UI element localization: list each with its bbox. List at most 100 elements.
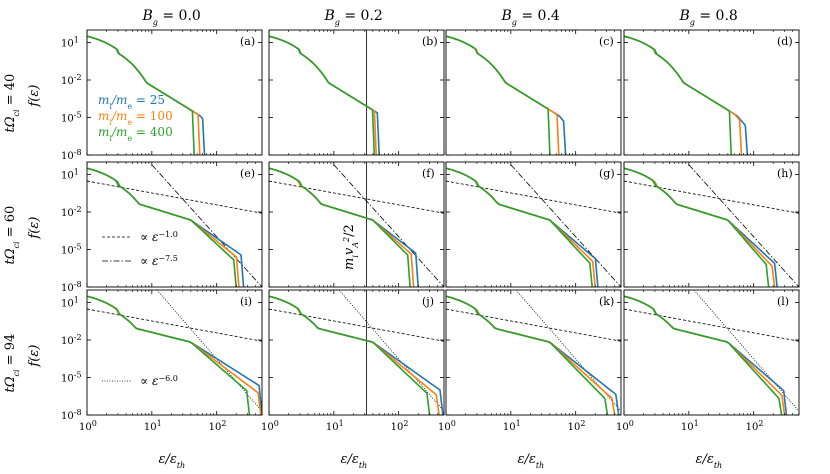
row-title: tΩci = 40 [3,74,21,133]
column-title: Bg = 0.0 [142,8,201,27]
panel-letter: (b) [422,35,438,48]
ref-line-eps-1 [624,308,799,342]
energy-marker-label-text: mivA2/2 [342,224,360,270]
panel-i: 100 101 102 101 10-2 10-5 10-8 (i) [61,289,263,434]
ref-line-eps-1 [269,180,444,214]
ref-line-eps-6 [515,290,621,412]
panel-h: (h) [623,161,800,288]
series-line-mass25 [269,35,380,155]
y-tick-label: 101 [61,167,79,182]
panel-a: 101 10-2 10-5 10-8 (a) [61,29,263,163]
y-axis-label-text: f(ε) [27,217,42,240]
column-title: Bg = 0.8 [679,8,738,27]
x-tick-label: 100 [79,419,97,434]
y-tick-label: 10-5 [61,242,82,257]
panel-frame [268,161,445,288]
legend-entry-eps-6: ∝ ε−6.0 [140,374,178,389]
x-tick-label: 102 [391,419,409,434]
series-line-mass400 [446,35,551,155]
x-tick-label: 101 [144,419,162,434]
panel-frame [623,29,800,156]
panel-frame [86,289,263,416]
panel-letter: (l) [777,295,789,308]
panel-c: (c) [445,29,622,156]
column-title: Bg = 0.2 [324,8,383,27]
ref-line-eps-1 [446,308,621,342]
y-axis-label: f(ε) [27,85,42,108]
panel-letter: (f) [422,167,435,180]
x-tick-label: 100 [616,419,634,434]
series-line-mass400 [269,295,431,415]
ref-line-eps-7.5 [688,164,799,287]
series-line-mass400 [269,167,411,287]
row-title-text: tΩci = 40 [3,74,21,133]
panel-j: 100 101 102 (j) [261,289,445,434]
series-line-mass100 [624,167,776,287]
series-line-mass25 [624,35,749,155]
series-line-mass100 [269,35,377,155]
series-line-mass25 [446,35,567,155]
legend-entry-eps-1: ∝ ε−1.0 [140,230,178,245]
ref-line-eps-7.5 [333,164,444,287]
panel-frame [623,161,800,288]
x-tick-label: 102 [209,419,227,434]
column-title: Bg = 0.4 [501,8,560,27]
y-tick-label: 101 [61,35,79,50]
y-tick-label: 10-8 [61,148,82,163]
panel-letter: (k) [599,295,614,308]
y-axis-label-text: f(ε) [27,345,42,368]
series-line-mass100 [446,35,560,155]
y-tick-label: 10-5 [61,110,82,125]
series-line-mass100 [87,167,240,287]
series-line-mass400 [446,295,609,415]
series-line-mass400 [269,35,376,155]
x-tick-label: 102 [568,419,586,434]
panel-frame [268,29,445,156]
panel-letter: (h) [777,167,793,180]
panel-letter: (i) [240,295,252,308]
panel-letter: (g) [599,167,615,180]
x-tick-label: 101 [326,419,344,434]
series-line-mass25 [624,167,778,287]
legend-entry-mass100: mi/me = 100 [98,109,173,127]
series-line-mass25 [624,295,788,415]
series-line-mass25 [446,167,599,287]
panel-e: 101 10-2 10-5 10-8 (e) [61,161,263,295]
ref-line-eps-7.5 [151,164,262,287]
series-line-mass400 [87,35,195,155]
panel-letter: (a) [240,35,255,48]
series-line-mass400 [624,35,732,155]
legend-entry-eps-7.5: ∝ ε−7.5 [140,254,178,269]
panel-b: (b) [268,29,445,156]
panel-k: 100 101 102 (k) [438,289,622,434]
y-tick-label: 10-8 [61,408,82,423]
energy-marker-label: mivA2/2 [342,224,360,270]
y-axis-label-text: f(ε) [27,85,42,108]
series-line-mass400 [87,167,237,287]
panel-d: (d) [623,29,800,156]
ref-line-eps-7.5 [510,164,621,287]
series-line-mass25 [87,167,245,287]
panel-letter: (j) [422,295,434,308]
y-tick-label: 10-2 [61,73,82,88]
y-tick-label: 10-2 [61,205,82,220]
x-tick-label: 101 [681,419,699,434]
x-axis-label: ε/εth [341,452,368,470]
x-tick-label: 102 [746,419,764,434]
y-tick-label: 101 [61,295,79,310]
y-tick-label: 10-8 [61,280,82,295]
series-line-mass400 [446,167,593,287]
legend-entry-mass400: mi/me = 400 [98,125,173,143]
panel-frame [268,289,445,416]
row-title-text: tΩci = 94 [3,334,21,393]
y-tick-label: 10-2 [61,333,82,348]
series-line-mass100 [624,295,786,415]
panel-letter: (d) [777,35,793,48]
row-title: tΩci = 94 [3,334,21,393]
x-axis-label: ε/εth [159,452,186,470]
ref-line-eps-1 [87,180,262,214]
x-tick-label: 101 [503,419,521,434]
panel-letter: (c) [599,35,614,48]
x-axis-label: ε/εth [696,452,723,470]
